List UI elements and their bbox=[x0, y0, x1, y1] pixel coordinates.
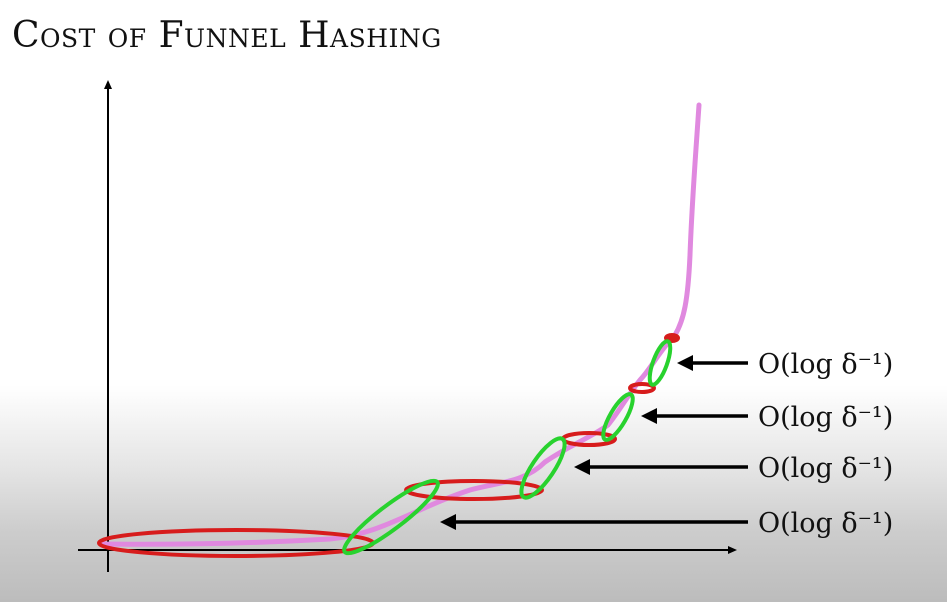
annotation-label: O(log δ⁻¹) bbox=[758, 508, 893, 539]
cost-curve bbox=[99, 102, 702, 547]
annotation-label: O(log δ⁻¹) bbox=[758, 402, 893, 433]
annotation: O(log δ⁻¹) bbox=[440, 508, 893, 539]
annotation-label: O(log δ⁻¹) bbox=[758, 453, 893, 484]
red-region-ellipse bbox=[664, 333, 680, 343]
green-region-ellipse bbox=[647, 339, 673, 387]
annotation: O(log δ⁻¹) bbox=[574, 453, 893, 484]
annotation: O(log δ⁻¹) bbox=[641, 402, 893, 433]
arrow-head bbox=[641, 408, 657, 424]
green-region-ellipse bbox=[519, 436, 567, 500]
green-region-ellipse bbox=[601, 392, 635, 442]
slide-title: Cost of Funnel Hashing bbox=[12, 15, 442, 56]
red-region-ellipse bbox=[404, 479, 544, 501]
annotation: O(log δ⁻¹) bbox=[677, 349, 893, 380]
annotation-label: O(log δ⁻¹) bbox=[758, 349, 893, 380]
arrow-head bbox=[440, 514, 456, 530]
green-regions bbox=[342, 339, 673, 556]
red-region-ellipse bbox=[628, 382, 656, 394]
green-region-ellipse bbox=[342, 478, 440, 556]
arrow-head bbox=[574, 459, 590, 475]
arrow-head bbox=[677, 355, 693, 371]
